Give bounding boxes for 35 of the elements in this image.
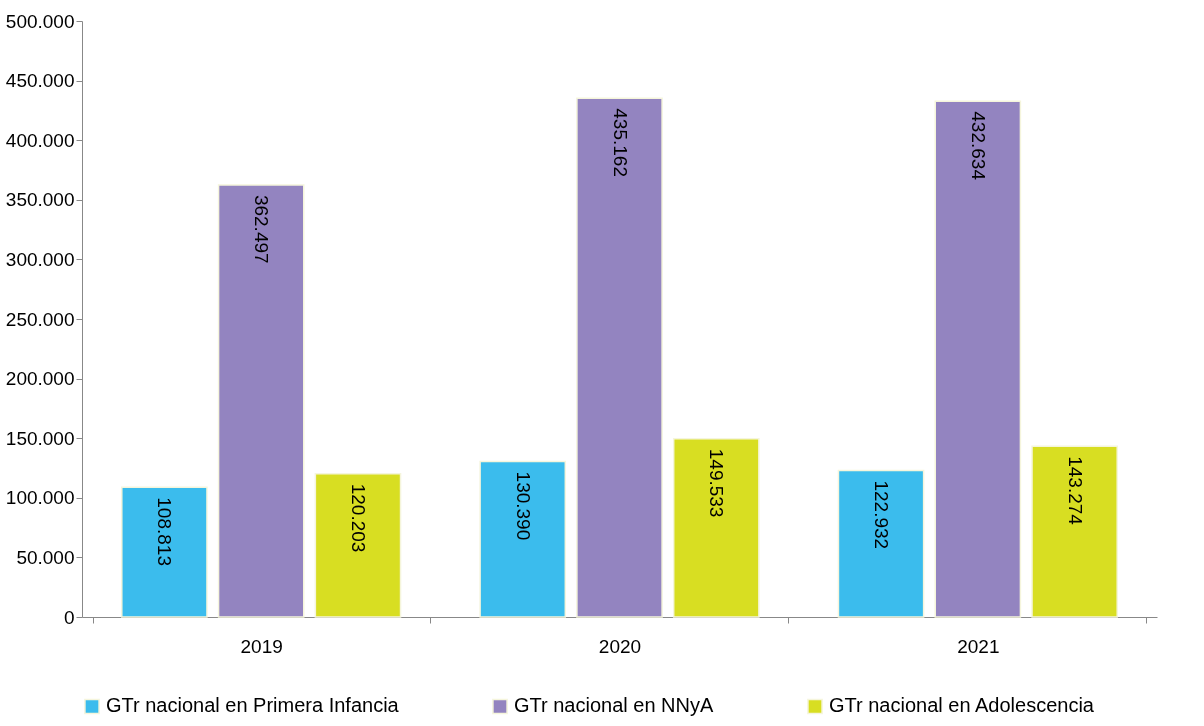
data-label: 149.533 bbox=[706, 448, 728, 518]
data-label: 432.634 bbox=[967, 111, 989, 181]
legend-label: GTr nacional en Primera Infancia bbox=[106, 694, 400, 717]
data-label: 435.162 bbox=[609, 108, 631, 177]
y-tick-label: 0 bbox=[63, 606, 75, 628]
data-label: 120.203 bbox=[347, 483, 369, 553]
bar bbox=[837, 469, 925, 618]
y-tick-label: 400.000 bbox=[5, 129, 75, 151]
x-tick-label: 2020 bbox=[598, 635, 642, 657]
bar bbox=[672, 438, 760, 618]
y-tick-label: 50.000 bbox=[16, 546, 75, 568]
bar bbox=[121, 486, 208, 618]
y-tick-label: 450.000 bbox=[5, 70, 75, 92]
legend-label: GTr nacional en Adolescencia bbox=[829, 694, 1095, 717]
y-tick-label: 300.000 bbox=[5, 248, 75, 270]
y-tick-label: 100.000 bbox=[5, 487, 75, 509]
data-label: 122.932 bbox=[871, 480, 893, 550]
legend-label: GTr nacional en NNyA bbox=[514, 694, 714, 717]
y-tick-label: 150.000 bbox=[5, 427, 75, 449]
bar bbox=[934, 100, 1022, 618]
bar bbox=[576, 97, 663, 618]
bar bbox=[1031, 445, 1118, 618]
bar bbox=[479, 460, 567, 618]
data-label: 130.390 bbox=[512, 471, 534, 541]
x-tick-label: 2021 bbox=[957, 635, 1000, 657]
bar bbox=[217, 184, 305, 618]
y-tick-label: 200.000 bbox=[5, 368, 75, 390]
y-tick-label: 250.000 bbox=[5, 308, 75, 330]
bar bbox=[314, 472, 402, 618]
x-tick-label: 2019 bbox=[240, 635, 283, 657]
data-label: 143.274 bbox=[1064, 456, 1086, 526]
y-tick-label: 500.000 bbox=[5, 10, 75, 32]
data-label: 108.813 bbox=[154, 497, 176, 566]
y-tick-label: 350.000 bbox=[5, 189, 75, 211]
data-label: 362.497 bbox=[251, 194, 273, 264]
